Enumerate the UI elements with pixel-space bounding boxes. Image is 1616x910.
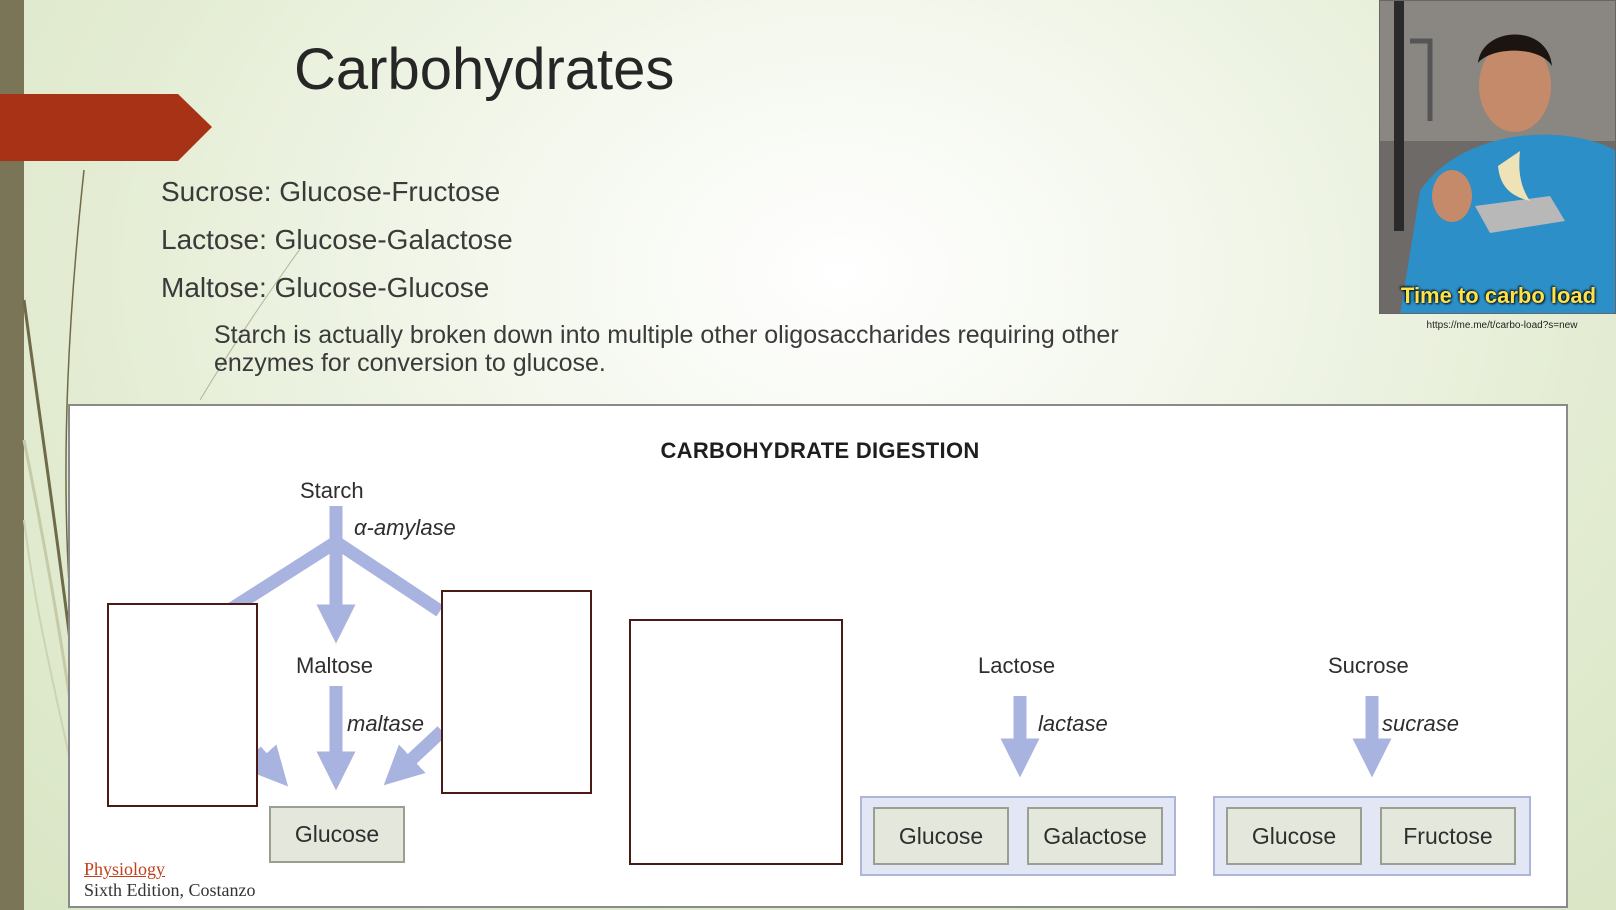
figure-title: CARBOHYDRATE DIGESTION — [660, 438, 980, 463]
bullet-lactose: Lactose: Glucose-Galactose — [161, 224, 513, 255]
slide-title: Carbohydrates — [294, 37, 675, 102]
maltose-label: Maltose — [296, 653, 374, 678]
sucrose-glucose-box: Glucose — [1226, 807, 1362, 865]
fructose-box: Fructose — [1380, 807, 1516, 865]
carbohydrate-digestion-figure: CARBOHYDRATE DIGESTION Starch α-amylase … — [68, 404, 1568, 908]
citation: Physiology Sixth Edition, Costanzo — [84, 859, 256, 901]
photo-overlay-text: Time to carbo load — [1400, 283, 1597, 308]
blank-box-left — [107, 603, 258, 807]
bullet-maltose: Maltose: Glucose-Glucose — [161, 272, 490, 303]
sub-bullet-starch: Starch is actually broken down into mult… — [214, 321, 1119, 377]
glucose-product-box: Glucose — [269, 806, 405, 863]
sucrase-label: sucrase — [1382, 711, 1460, 736]
photo-source-url: https://me.me/t/carbo-load?s=new — [1426, 320, 1578, 331]
blank-box-middle — [441, 590, 592, 794]
lactose-label: Lactose — [978, 653, 1056, 678]
maltase-label: maltase — [347, 711, 425, 736]
title-accent-arrow — [0, 94, 212, 161]
lactase-label: lactase — [1038, 711, 1108, 736]
galactose-box: Galactose — [1027, 807, 1163, 865]
lactose-glucose-box: Glucose — [873, 807, 1009, 865]
starch-label: Starch — [300, 478, 364, 503]
citation-edition: Sixth Edition, Costanzo — [84, 880, 256, 900]
alpha-amylase-label: α-amylase — [354, 515, 456, 540]
carbo-load-photo: Time to carbo load — [1379, 0, 1616, 314]
decorative-curves — [22, 169, 300, 761]
bullet-sucrose: Sucrose: Glucose-Fructose — [161, 176, 501, 207]
citation-link-physiology[interactable]: Physiology — [84, 859, 166, 879]
blank-box-right — [629, 619, 843, 865]
sucrose-label: Sucrose — [1328, 653, 1409, 678]
